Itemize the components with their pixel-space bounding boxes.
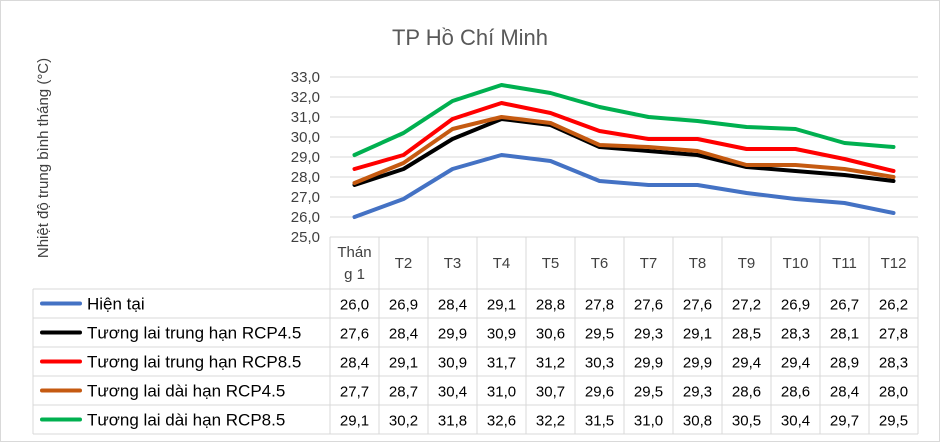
series-line-2 [352,117,896,187]
data-label: 27,2 [732,297,761,314]
data-label: 29,5 [879,413,908,430]
x-tick-label: T12 [881,255,907,272]
data-label: 31,7 [487,355,516,372]
data-label: 27,7 [340,384,369,401]
x-tick-label: T4 [493,255,511,272]
data-label: 30,4 [438,384,467,401]
y-tick-label: 27,0 [291,189,320,206]
data-label: 31,0 [634,413,663,430]
data-label: 27,8 [585,297,614,314]
data-label: 28,3 [879,355,908,372]
data-label: 30,9 [487,326,516,343]
y-axis-label: Nhiệt độ trung bình tháng (°C) [35,58,52,258]
x-tick-label: g 1 [344,266,365,283]
chart-title: TP Hồ Chí Minh [392,25,548,50]
x-tick-label: T11 [832,255,857,272]
data-label: 29,7 [830,413,859,430]
data-label: 28,8 [536,297,565,314]
data-label: 28,1 [830,326,859,343]
legend-label: Tương lai dài hạn RCP4.5 [87,382,285,401]
data-label: 29,9 [683,355,712,372]
data-label: 31,2 [536,355,565,372]
data-label: 32,6 [487,413,516,430]
data-label: 28,4 [389,326,418,343]
series-line-5 [352,83,896,157]
y-tick-label: 25,0 [291,229,320,246]
y-tick-labels: 33,0 32,0 31,0 30,0 29,0 28,0 27,0 26,0 25,0 [291,69,320,246]
data-label: 29,4 [781,355,810,372]
x-tick-label: Thán [337,244,371,261]
data-table: Thán g 1 T2 T3 T4 T5 T6 T7 T8 T9 T10 T11 T12 Hiện tại… [32,236,919,435]
data-label: 30,5 [732,413,761,430]
data-label: 28,7 [389,384,418,401]
data-label: 29,5 [585,326,614,343]
x-tick-label: T2 [395,255,413,272]
data-label: 29,1 [487,297,516,314]
y-tick-label: 30,0 [291,129,320,146]
data-label: 29,3 [634,326,663,343]
data-label: 32,2 [536,413,565,430]
data-label: 31,0 [487,384,516,401]
data-label: 28,4 [830,384,859,401]
data-label: 30,8 [683,413,712,430]
data-label: 26,9 [781,297,810,314]
data-label: 29,1 [683,326,712,343]
series-line-4 [352,115,896,185]
data-label: 26,7 [830,297,859,314]
data-label: 27,6 [340,326,369,343]
data-label: 29,9 [438,326,467,343]
data-label: 30,2 [389,413,418,430]
data-label: 28,6 [781,384,810,401]
data-label: 29,6 [585,384,614,401]
data-label: 29,1 [340,413,369,430]
data-label: 29,3 [683,384,712,401]
data-label: 29,5 [634,384,663,401]
data-label: 30,3 [585,355,614,372]
series-lines [352,83,896,219]
data-label: 30,7 [536,384,565,401]
data-label: 28,4 [340,355,369,372]
data-label: 28,3 [781,326,810,343]
y-tick-label: 29,0 [291,149,320,166]
data-label: 29,1 [389,355,418,372]
x-tick-label: T5 [542,255,560,272]
y-tick-label: 32,0 [291,89,320,106]
y-tick-label: 31,0 [291,109,320,126]
data-label: 30,6 [536,326,565,343]
x-tick-label: T8 [689,255,707,272]
series-line-3 [352,101,896,173]
legend-label: Hiện tại [87,295,145,314]
data-label: 29,4 [732,355,761,372]
data-label: 26,2 [879,297,908,314]
data-label: 28,5 [732,326,761,343]
series-line-1 [352,153,896,219]
x-tick-label: T10 [783,255,809,272]
data-label: 26,9 [389,297,418,314]
data-label: 30,4 [781,413,810,430]
x-tick-label: T7 [640,255,658,272]
data-label: 29,9 [634,355,663,372]
legend-label: Tương lai dài hạn RCP8.5 [87,411,285,430]
data-label: 28,4 [438,297,467,314]
legend-label: Tương lai trung hạn RCP8.5 [87,353,301,372]
data-label: 28,6 [732,384,761,401]
x-tick-label: T9 [738,255,756,272]
data-label: 28,0 [879,384,908,401]
legend-label: Tương lai trung hạn RCP4.5 [87,324,301,343]
x-tick-label: T6 [591,255,609,272]
data-label: 27,8 [879,326,908,343]
y-tick-label: 33,0 [291,69,320,86]
y-tick-label: 26,0 [291,209,320,226]
data-label: 27,6 [683,297,712,314]
y-tick-label: 28,0 [291,169,320,186]
data-label: 31,8 [438,413,467,430]
data-label: 27,6 [634,297,663,314]
x-tick-label: T3 [444,255,462,272]
data-label: 30,9 [438,355,467,372]
data-label: 28,9 [830,355,859,372]
data-label: 31,5 [585,413,614,430]
data-label: 26,0 [340,297,369,314]
